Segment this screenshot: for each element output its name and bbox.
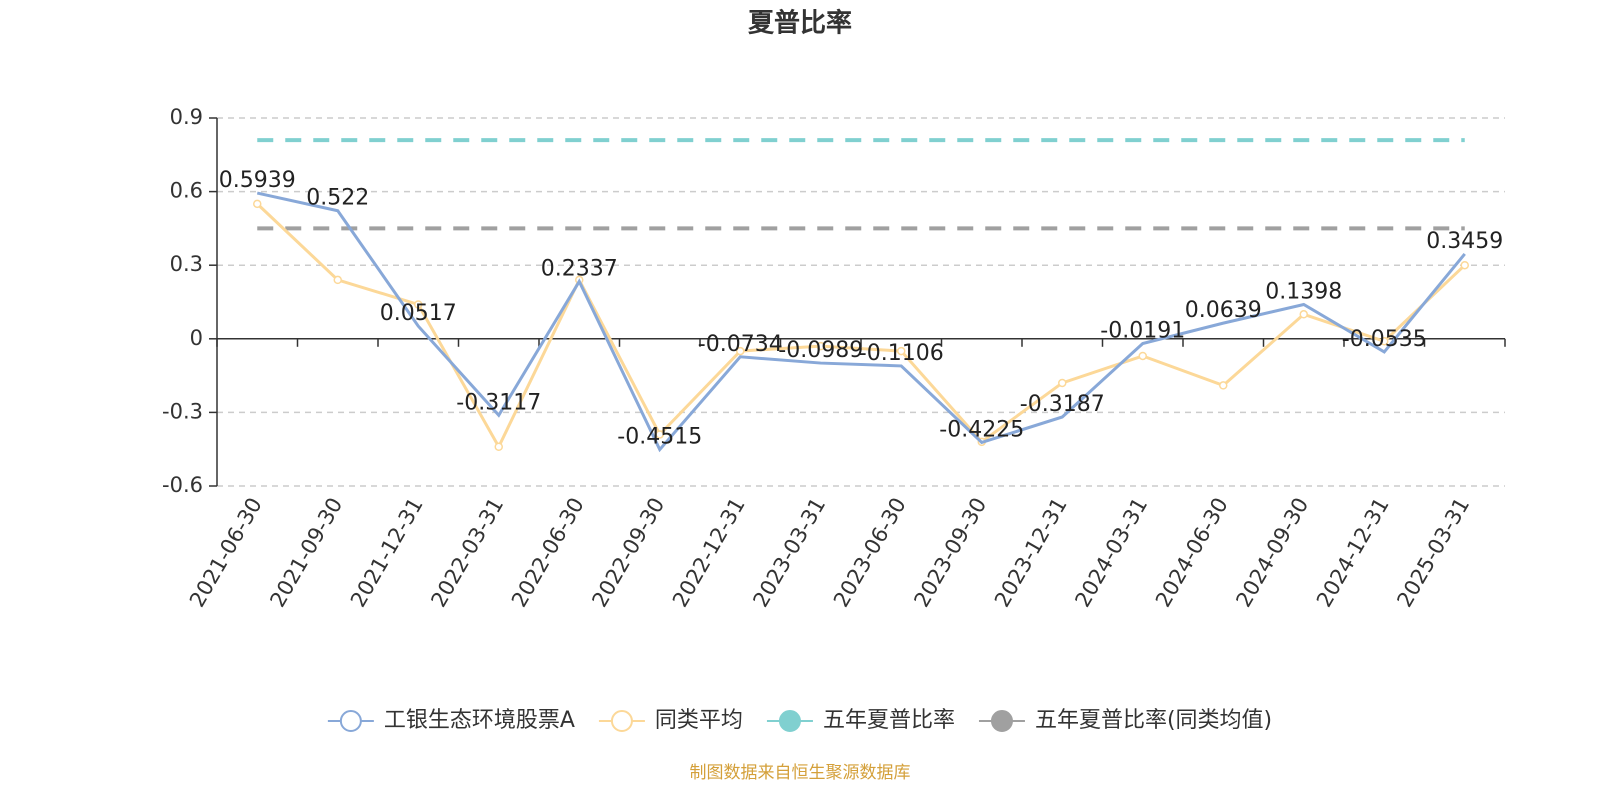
chart-title: 夏普比率 [748, 8, 852, 39]
data-label: 0.3459 [1426, 229, 1503, 254]
legend-label: 工银生态环境股票A [384, 708, 575, 733]
legend-marker [778, 710, 801, 732]
x-tick-label: 2022-12-31 [668, 494, 750, 612]
x-tick-label: 2022-06-30 [507, 494, 589, 612]
x-tick-label: 2023-03-31 [748, 494, 830, 612]
point [655, 430, 664, 439]
point [494, 442, 503, 451]
x-tick-label: 2023-12-31 [990, 494, 1072, 612]
y-tick-label: 0.6 [170, 179, 203, 203]
legend-marker [610, 710, 633, 732]
x-tick-label: 2024-06-30 [1151, 494, 1233, 612]
legend-marker [339, 710, 362, 732]
point [414, 300, 423, 309]
point [1299, 310, 1308, 319]
y-tick-label: 0.3 [170, 252, 203, 276]
point [253, 199, 262, 209]
x-tick-label: 2021-12-31 [346, 494, 428, 612]
legend: 工银生态环境股票A 同类平均 五年夏普比率 五年夏普比率(同类均值) [327, 708, 1272, 733]
point [333, 275, 342, 285]
y-tick-label: -0.6 [162, 473, 203, 497]
y-tick-label: -0.3 [162, 399, 203, 423]
x-tick-label: 2025-03-31 [1392, 494, 1474, 612]
x-tick-label: 2022-09-30 [587, 494, 669, 612]
point [1058, 378, 1067, 388]
x-tick-label: 2024-12-31 [1312, 494, 1394, 612]
point [1219, 381, 1228, 390]
data-label: -0.0191 [1100, 318, 1185, 343]
x-tick-label: 2021-09-30 [265, 494, 347, 612]
footer: 制图数据来自恒生聚源数据库 [690, 763, 911, 783]
y-tick-label: 0.9 [170, 105, 203, 129]
data-label: 0.522 [306, 186, 369, 211]
point [1460, 260, 1469, 270]
legend-marker [990, 710, 1013, 732]
data-label: 0.1398 [1265, 280, 1342, 305]
series-line [256, 202, 1466, 450]
x-tick-label: 2021-06-30 [185, 494, 267, 612]
data-label: 0.5939 [219, 168, 296, 193]
x-tick-label: 2022-03-31 [426, 494, 508, 612]
data-label: -0.3117 [456, 390, 541, 415]
point [816, 341, 825, 351]
data-label: -0.3187 [1020, 392, 1105, 417]
data-label: -0.1106 [859, 341, 944, 366]
x-tick-label: 2024-03-31 [1070, 494, 1152, 612]
point [1380, 337, 1389, 346]
data-label: -0.0535 [1342, 327, 1427, 352]
legend-label: 五年夏普比率(同类均值) [1035, 708, 1272, 733]
data-label: 0.0639 [1185, 298, 1262, 323]
x-tick-label: 2023-09-30 [909, 494, 991, 612]
data-label: -0.4515 [617, 425, 702, 450]
x-tick-label: 2023-06-30 [829, 494, 911, 612]
x-tick-label: 2024-09-30 [1231, 494, 1313, 612]
point [736, 346, 745, 356]
data-label: -0.0989 [778, 338, 863, 363]
y-tick-label: 0 [190, 326, 203, 350]
data-label: 0.2337 [541, 256, 618, 281]
legend-label: 五年夏普比率 [823, 708, 955, 733]
data-label: 0.0517 [380, 301, 457, 326]
legend-label: 同类平均 [655, 708, 743, 733]
point [1138, 351, 1147, 361]
series-line [256, 191, 1466, 453]
data-label: -0.0734 [698, 332, 783, 357]
data-label: -0.4225 [939, 417, 1024, 442]
point [897, 346, 906, 356]
